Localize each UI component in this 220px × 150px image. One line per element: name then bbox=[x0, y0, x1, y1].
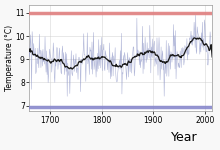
X-axis label: Year: Year bbox=[171, 130, 198, 144]
Y-axis label: Temperature (°C): Temperature (°C) bbox=[5, 25, 14, 91]
